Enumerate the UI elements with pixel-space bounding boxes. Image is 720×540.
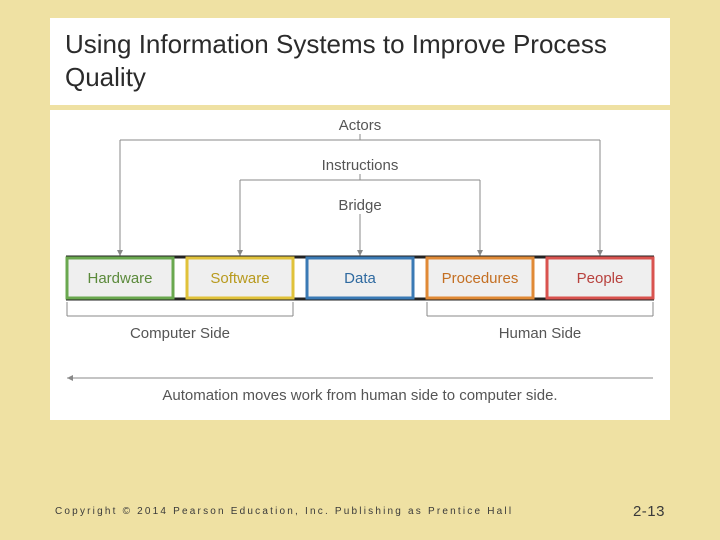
svg-text:Actors: Actors xyxy=(339,117,382,134)
svg-text:Computer Side: Computer Side xyxy=(130,325,230,342)
svg-text:Instructions: Instructions xyxy=(322,157,399,174)
page-number: 2-13 xyxy=(633,503,665,520)
diagram-svg: Actors Instructions Bridge Hardware Software… xyxy=(50,110,670,420)
svg-text:Software: Software xyxy=(210,270,269,287)
svg-text:Automation moves work from hum: Automation moves work from human side to… xyxy=(162,387,557,404)
copyright-text: Copyright © 2014 Pearson Education, Inc.… xyxy=(55,506,513,517)
svg-text:People: People xyxy=(577,270,624,287)
svg-text:Bridge: Bridge xyxy=(338,197,381,214)
slide-title: Using Information Systems to Improve Pro… xyxy=(65,28,655,93)
svg-text:Hardware: Hardware xyxy=(87,270,152,287)
svg-text:Data: Data xyxy=(344,270,376,287)
svg-text:Procedures: Procedures xyxy=(442,270,519,287)
footer: Copyright © 2014 Pearson Education, Inc.… xyxy=(0,503,720,520)
diagram-container: Actors Instructions Bridge Hardware Software… xyxy=(50,110,670,420)
title-band: Using Information Systems to Improve Pro… xyxy=(50,18,670,105)
svg-text:Human Side: Human Side xyxy=(499,325,582,342)
